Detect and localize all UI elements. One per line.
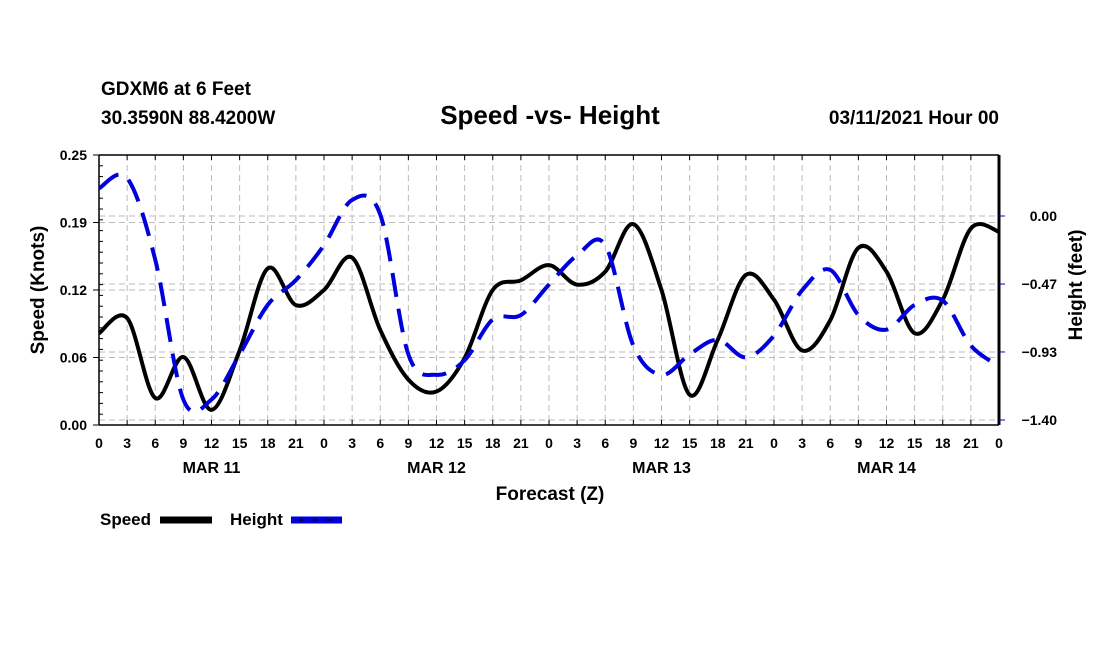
x-tick-label: 0 <box>95 435 103 451</box>
x-tick-label: 18 <box>260 435 276 451</box>
x-tick-label: 9 <box>404 435 412 451</box>
y2-tick-label: 0.00 <box>1030 208 1057 224</box>
x-tick-label: 9 <box>629 435 637 451</box>
y2-tick-label: −0.93 <box>1022 344 1058 360</box>
day-label: MAR 12 <box>407 460 466 477</box>
y-axis-label: Speed (Knots) <box>28 226 49 355</box>
grid <box>99 154 999 426</box>
datetime-label: 03/11/2021 Hour 00 <box>829 108 999 129</box>
legend-height-label: Height <box>230 510 283 529</box>
x-tick-label: 12 <box>654 435 670 451</box>
x-tick-label: 0 <box>545 435 553 451</box>
day-label: MAR 13 <box>632 460 691 477</box>
y-tick-label: 0.12 <box>60 282 87 298</box>
x-tick-label: 3 <box>123 435 131 451</box>
x-tick-label: 9 <box>854 435 862 451</box>
y-tick-label: 0.25 <box>60 147 87 163</box>
y-tick-label: 0.19 <box>60 215 87 231</box>
x-tick-label: 0 <box>770 435 778 451</box>
x-tick-label: 18 <box>710 435 726 451</box>
chart-title: Speed -vs- Height <box>440 100 660 130</box>
x-tick-label: 15 <box>682 435 698 451</box>
axes <box>93 154 1005 426</box>
x-tick-label: 15 <box>232 435 248 451</box>
x-tick-label: 18 <box>935 435 951 451</box>
x-tick-label: 15 <box>907 435 923 451</box>
x-tick-label: 0 <box>995 435 1003 451</box>
x-tick-label: 18 <box>485 435 501 451</box>
x-tick-label: 3 <box>798 435 806 451</box>
x-tick-label: 6 <box>376 435 384 451</box>
legend-speed-label: Speed <box>100 510 151 529</box>
x-tick-label: 21 <box>738 435 754 451</box>
y2-tick-label: −0.47 <box>1022 276 1058 292</box>
x-tick-label: 6 <box>826 435 834 451</box>
day-label: MAR 14 <box>857 460 916 477</box>
tick-labels: 0.00 0.06 0.12 0.19 0.25 0.00 −0.47 −0.93 −1.40 0… <box>60 147 1057 477</box>
y2-tick-label: −1.40 <box>1022 412 1058 428</box>
x-tick-label: 3 <box>348 435 356 451</box>
x-tick-label: 9 <box>179 435 187 451</box>
x-tick-label: 12 <box>879 435 895 451</box>
x-tick-label: 3 <box>573 435 581 451</box>
x-tick-label: 21 <box>288 435 304 451</box>
y-tick-label: 0.06 <box>60 350 87 366</box>
x-tick-label: 12 <box>429 435 445 451</box>
x-tick-label: 15 <box>457 435 473 451</box>
series-line-speed <box>97 222 1000 412</box>
x-tick-label: 6 <box>151 435 159 451</box>
y2-axis-label: Height (feet) <box>1066 230 1087 341</box>
x-tick-label: 21 <box>513 435 529 451</box>
coords-label: 30.3590N 88.4200W <box>101 108 275 129</box>
x-tick-label: 6 <box>601 435 609 451</box>
x-tick-label: 12 <box>204 435 220 451</box>
x-axis-label: Forecast (Z) <box>496 484 605 505</box>
y-tick-label: 0.00 <box>60 417 87 433</box>
x-tick-label: 0 <box>320 435 328 451</box>
station-label: GDXM6 at 6 Feet <box>101 79 252 100</box>
x-tick-label: 21 <box>963 435 979 451</box>
series-line-height <box>97 172 1001 414</box>
legend: Speed Height <box>100 510 342 529</box>
day-label: MAR 11 <box>183 460 241 477</box>
series <box>97 172 1001 414</box>
